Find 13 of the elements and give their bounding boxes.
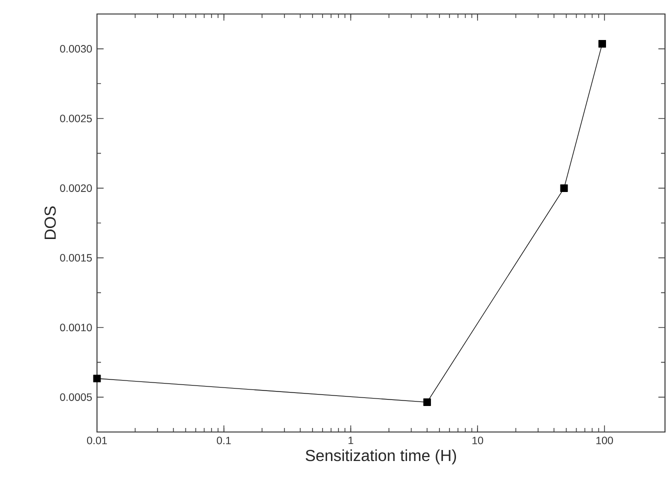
y-tick-label: 0.0005	[60, 393, 92, 401]
y-tick-label: 0.0010	[60, 324, 92, 332]
y-tick-label: 0.0030	[60, 45, 92, 53]
y-axis-title: DOS	[44, 206, 56, 240]
x-tick-label: 100	[596, 436, 613, 444]
y-tick-label: 0.0025	[60, 114, 92, 122]
x-axis-title: Sensitization time (H)	[306, 449, 456, 464]
x-tick-label: 1	[348, 436, 354, 444]
y-tick-label: 0.0020	[60, 184, 92, 192]
x-tick-label: 10	[472, 436, 484, 444]
x-tick-label: 0.1	[216, 436, 231, 444]
x-tick-label: 0.01	[87, 436, 107, 444]
y-tick-label: 0.0015	[60, 254, 92, 262]
